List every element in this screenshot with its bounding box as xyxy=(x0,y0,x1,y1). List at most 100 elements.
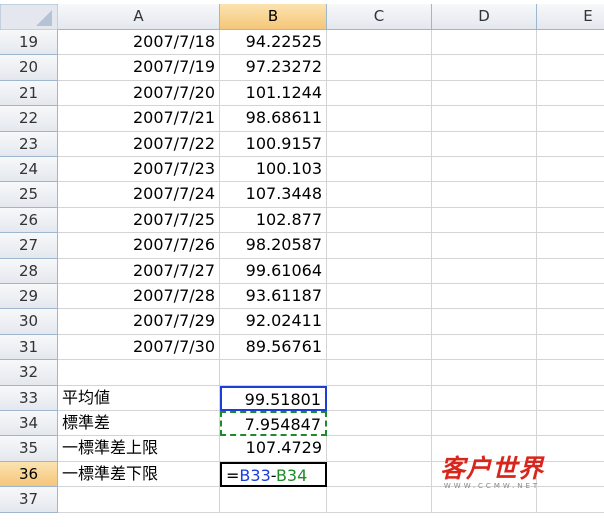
cell[interactable]: 2007/7/30 xyxy=(58,334,220,361)
cell[interactable] xyxy=(432,106,537,132)
cell[interactable] xyxy=(432,284,537,310)
cell[interactable]: 99.61064 xyxy=(220,258,327,284)
row-header[interactable]: 27 xyxy=(0,233,58,259)
cell[interactable]: 一標準差下限 xyxy=(58,461,220,488)
cell[interactable]: 2007/7/22 xyxy=(58,131,220,157)
cell[interactable] xyxy=(327,157,432,183)
cell[interactable] xyxy=(432,461,537,488)
row-header[interactable]: 22 xyxy=(0,106,58,132)
cell[interactable] xyxy=(537,335,604,361)
cell[interactable] xyxy=(327,131,432,157)
cell[interactable] xyxy=(537,106,604,132)
cell[interactable] xyxy=(327,461,432,488)
cell[interactable] xyxy=(537,182,604,208)
cell[interactable]: 一標準差上限 xyxy=(58,436,220,462)
cell[interactable] xyxy=(327,207,432,234)
cell[interactable] xyxy=(327,80,432,107)
cell[interactable] xyxy=(537,284,604,310)
cell[interactable] xyxy=(327,360,432,386)
cell[interactable]: 2007/7/23 xyxy=(58,157,220,183)
cell[interactable] xyxy=(220,487,327,513)
row-header[interactable]: 19 xyxy=(0,30,58,56)
row-header[interactable]: 24 xyxy=(0,157,58,183)
row-header[interactable]: 35 xyxy=(0,436,58,462)
cell[interactable]: 98.20587 xyxy=(220,233,327,259)
column-header[interactable]: B xyxy=(220,4,327,30)
cell[interactable] xyxy=(432,157,537,183)
cell[interactable] xyxy=(327,55,432,81)
cell[interactable] xyxy=(432,233,537,259)
cell[interactable] xyxy=(327,182,432,208)
cell[interactable]: 2007/7/26 xyxy=(58,233,220,259)
cell[interactable]: 97.23272 xyxy=(220,55,327,81)
cell[interactable] xyxy=(432,55,537,81)
cell[interactable] xyxy=(537,259,604,284)
cell[interactable] xyxy=(537,411,604,437)
cell[interactable]: 101.1244 xyxy=(220,80,327,107)
cell[interactable] xyxy=(537,360,604,386)
row-header[interactable]: 25 xyxy=(0,182,58,208)
column-header[interactable]: C xyxy=(327,4,432,30)
cell[interactable] xyxy=(537,132,604,157)
cell[interactable] xyxy=(537,386,604,411)
cell[interactable] xyxy=(432,487,537,513)
cell[interactable] xyxy=(432,182,537,208)
cell[interactable] xyxy=(537,55,604,81)
cell[interactable] xyxy=(327,411,432,437)
row-header[interactable]: 29 xyxy=(0,284,58,310)
cell[interactable]: 107.3448 xyxy=(220,182,327,208)
row-header[interactable]: 21 xyxy=(0,80,58,107)
cell[interactable]: 2007/7/29 xyxy=(58,309,220,335)
column-header[interactable]: A xyxy=(58,4,220,30)
cell[interactable]: 2007/7/19 xyxy=(58,55,220,81)
row-header[interactable]: 20 xyxy=(0,55,58,81)
cell[interactable] xyxy=(537,30,604,56)
cell[interactable]: 102.877 xyxy=(220,207,327,234)
cell[interactable]: 標準差 xyxy=(58,411,220,437)
cell[interactable] xyxy=(432,436,537,462)
cell[interactable] xyxy=(432,258,537,284)
cell[interactable] xyxy=(432,334,537,361)
column-header[interactable]: E xyxy=(537,4,604,30)
cell[interactable] xyxy=(432,385,537,411)
cell[interactable] xyxy=(432,309,537,335)
cell[interactable] xyxy=(327,30,432,56)
cell[interactable]: 89.56761 xyxy=(220,334,327,361)
select-all-corner[interactable] xyxy=(0,4,58,30)
cell[interactable] xyxy=(537,487,604,513)
cell[interactable] xyxy=(327,385,432,411)
cell[interactable] xyxy=(58,360,220,386)
cell[interactable] xyxy=(537,309,604,335)
cell[interactable]: 7.954847 xyxy=(220,411,327,437)
cell[interactable]: 94.22525 xyxy=(220,30,327,56)
cell[interactable]: 107.4729 xyxy=(220,436,327,462)
row-header[interactable]: 31 xyxy=(0,334,58,361)
cell[interactable]: 92.02411 xyxy=(220,309,327,335)
cell[interactable] xyxy=(327,436,432,462)
cell[interactable]: 2007/7/21 xyxy=(58,106,220,132)
row-header[interactable]: 37 xyxy=(0,487,58,513)
cell[interactable] xyxy=(432,360,537,386)
cell[interactable] xyxy=(537,233,604,259)
cell[interactable] xyxy=(432,411,537,437)
cell[interactable] xyxy=(327,233,432,259)
cell[interactable]: 93.61187 xyxy=(220,284,327,310)
row-header[interactable]: 36 xyxy=(0,461,58,488)
column-header[interactable]: D xyxy=(432,4,537,30)
cell[interactable]: 100.103 xyxy=(220,157,327,183)
cell[interactable]: 2007/7/27 xyxy=(58,258,220,284)
row-header[interactable]: 23 xyxy=(0,131,58,157)
cell[interactable]: 2007/7/18 xyxy=(58,30,220,56)
cell[interactable] xyxy=(220,360,327,386)
cell[interactable] xyxy=(432,30,537,56)
cell[interactable] xyxy=(537,81,604,107)
cell[interactable] xyxy=(432,131,537,157)
cell[interactable]: 100.9157 xyxy=(220,131,327,157)
cell[interactable] xyxy=(327,258,432,284)
cell[interactable] xyxy=(432,207,537,234)
row-header[interactable]: 32 xyxy=(0,360,58,386)
cell[interactable]: 2007/7/24 xyxy=(58,182,220,208)
cell[interactable] xyxy=(537,208,604,234)
cell[interactable] xyxy=(327,284,432,310)
cell[interactable]: 平均値 xyxy=(58,385,220,411)
